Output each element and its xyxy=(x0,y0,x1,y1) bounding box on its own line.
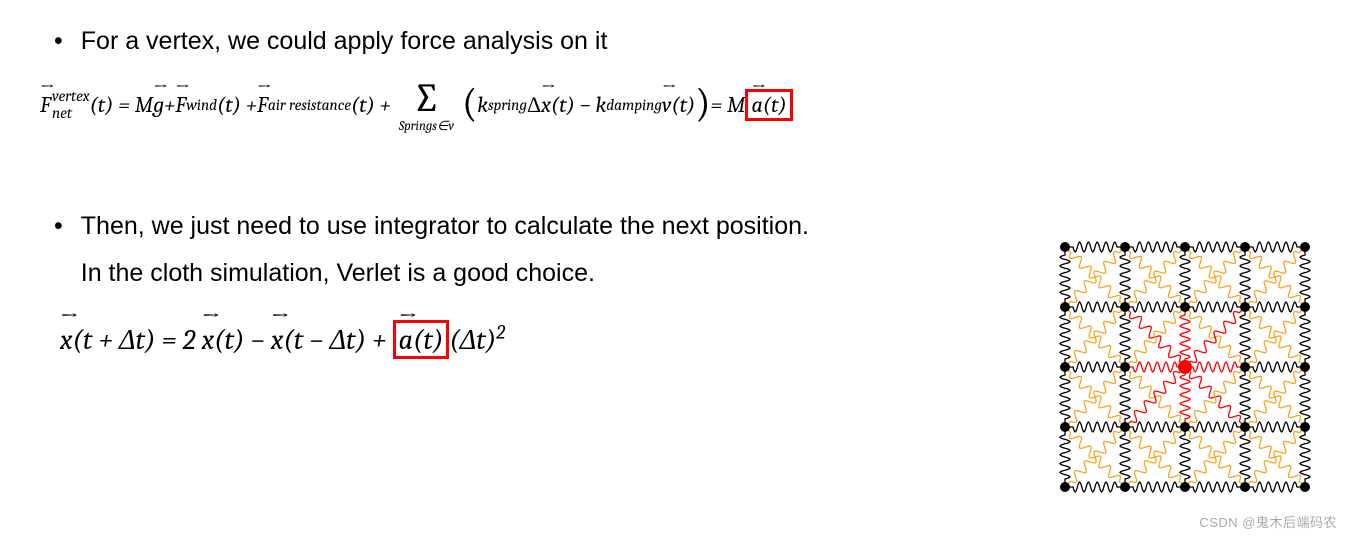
vec-x2: x xyxy=(202,324,215,356)
highlight-a-2: a(t) xyxy=(393,320,450,359)
bullet-dot-2: • xyxy=(54,203,63,251)
F-sub: net xyxy=(52,106,90,121)
F-supsub: vertex net xyxy=(52,89,90,122)
vec-a-1: a xyxy=(751,93,762,118)
sigma-symbol: ∑ xyxy=(412,78,440,118)
eq2-p3: (t − Δt) + xyxy=(283,324,392,356)
kdamp-sub: damping xyxy=(606,96,662,114)
vec-a-2: a xyxy=(399,324,413,356)
vec-x: x xyxy=(541,92,551,118)
vec-Fair: F xyxy=(257,92,268,118)
bullet-2: • Then, we just need to use integrator t… xyxy=(54,203,834,298)
bullet-2-text: Then, we just need to use integrator to … xyxy=(81,203,834,298)
eq1-t5: (t) xyxy=(763,92,787,118)
eq1-t3: (t) + xyxy=(351,92,391,118)
bullet-1-text: For a vertex, we could apply force analy… xyxy=(81,18,834,66)
eq2-sq: 2 xyxy=(496,320,505,343)
kspring: k xyxy=(477,92,488,118)
watermark: CSDN @鬼木后端码农 xyxy=(1199,512,1337,531)
vec-x1: x xyxy=(60,324,73,356)
eq2-p2: (t) − xyxy=(214,324,271,356)
vec-x3: x xyxy=(271,324,284,356)
sigma-under: Springs∈v xyxy=(399,120,454,133)
eq1-eqM: = M xyxy=(711,92,746,118)
wind-sub: wind xyxy=(186,96,217,114)
spring-lattice-diagram xyxy=(1035,217,1335,517)
lattice-svg xyxy=(1035,217,1335,517)
eq2-t: (t) xyxy=(413,324,443,356)
eq1-part-t: (t) = M xyxy=(90,92,154,118)
air-sub: air resistance xyxy=(268,96,351,114)
equation-force: F vertex net (t) = M g + Fwind (t) + Fai… xyxy=(40,78,1323,133)
eq2-tail: (Δt) xyxy=(449,324,496,356)
vec-F: F xyxy=(40,92,51,118)
eq1-t2: (t) + xyxy=(217,92,257,118)
vec-Fwind: F xyxy=(175,92,186,118)
vec-g: g xyxy=(153,92,164,118)
slide: • For a vertex, we could apply force ana… xyxy=(0,0,1357,537)
vec-v: v xyxy=(662,92,671,118)
bullet-dot: • xyxy=(54,18,63,66)
delta: Δ xyxy=(527,92,541,118)
kspring-sub: spring xyxy=(488,96,527,114)
bullet-1: • For a vertex, we could apply force ana… xyxy=(54,18,834,66)
F-sup: vertex xyxy=(52,89,90,104)
highlight-a-1: a(t) xyxy=(745,89,792,121)
eq1-t-in: (t) − k xyxy=(551,92,606,118)
sigma-op: ∑ Springs∈v xyxy=(399,78,454,133)
eq2-p1: (t + Δt) = 2 xyxy=(73,324,196,356)
